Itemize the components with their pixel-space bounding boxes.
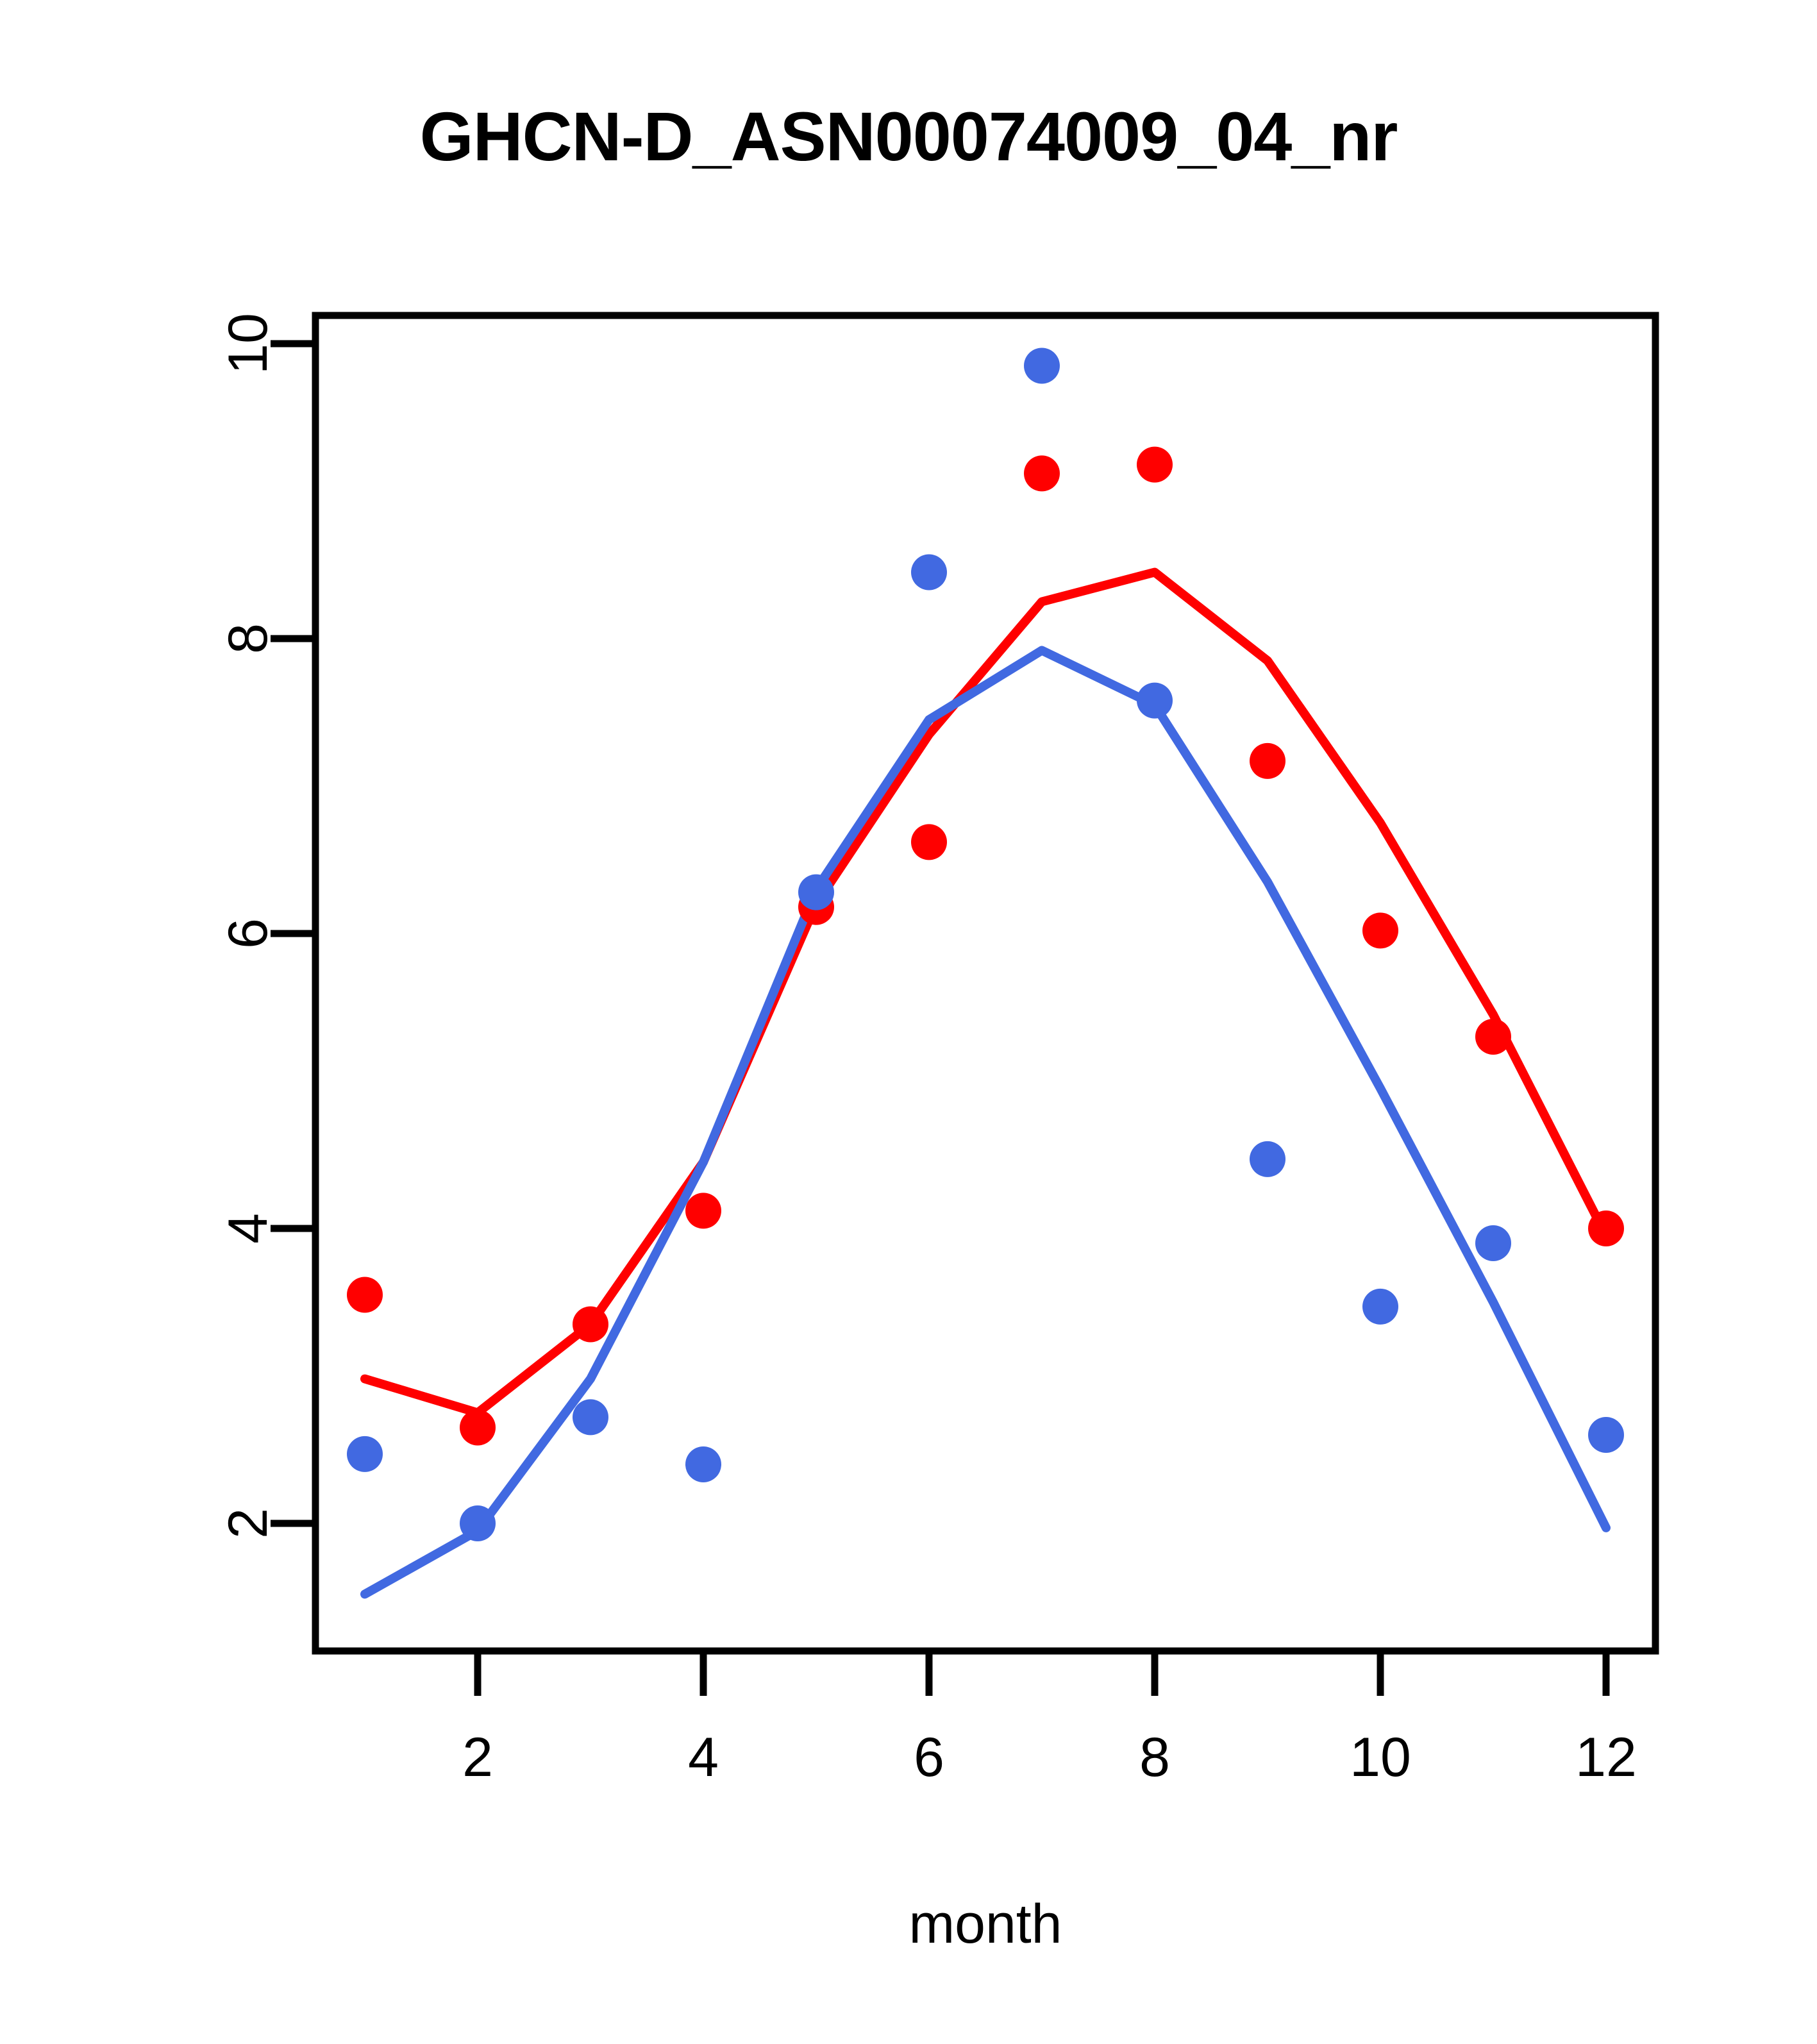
blue-points xyxy=(347,348,1624,1541)
y-tick-label: 8 xyxy=(217,623,279,654)
y-tick-label: 2 xyxy=(217,1508,279,1539)
data-point xyxy=(1362,912,1398,949)
x-tick-label: 12 xyxy=(1575,1727,1637,1788)
data-point xyxy=(1475,1225,1511,1261)
data-point xyxy=(1362,1288,1398,1325)
x-axis-tick-labels: 2 4 6 8 10 12 xyxy=(462,1727,1637,1788)
plot-frame xyxy=(312,312,1659,1655)
data-point xyxy=(685,1193,721,1229)
data-point xyxy=(798,874,834,910)
data-point xyxy=(911,824,947,860)
page-title: GHCN-D_ASN00074009_04_nr xyxy=(419,97,1398,175)
data-point xyxy=(573,1306,608,1343)
y-tick-label: 4 xyxy=(217,1213,279,1244)
y-axis-ticks xyxy=(271,340,315,1527)
red-line xyxy=(360,567,1611,1418)
data-point xyxy=(1024,348,1060,384)
data-point xyxy=(347,1277,383,1313)
data-point xyxy=(1588,1417,1624,1453)
data-point xyxy=(460,1409,496,1446)
x-tick-label: 10 xyxy=(1350,1727,1411,1788)
data-point xyxy=(1475,1019,1511,1055)
data-point xyxy=(573,1399,608,1436)
x-tick-label: 2 xyxy=(462,1727,493,1788)
data-point xyxy=(1250,742,1285,779)
line-series-layer xyxy=(360,567,1611,1599)
data-point xyxy=(1137,682,1173,719)
blue-line xyxy=(360,646,1611,1599)
data-point xyxy=(911,554,947,591)
data-point xyxy=(1024,455,1060,492)
x-tick-label: 4 xyxy=(688,1727,719,1788)
data-point xyxy=(1137,446,1173,483)
y-axis-tick-labels: 2 4 6 8 10 xyxy=(217,313,279,1539)
data-point xyxy=(685,1446,721,1482)
x-axis-title: month xyxy=(908,1893,1062,1955)
point-series-layer xyxy=(347,348,1624,1541)
x-tick-label: 6 xyxy=(914,1727,944,1788)
y-tick-label: 10 xyxy=(217,313,279,374)
data-point xyxy=(1588,1210,1624,1246)
y-tick-label: 6 xyxy=(217,918,279,949)
data-point xyxy=(460,1505,496,1541)
x-tick-label: 8 xyxy=(1139,1727,1170,1788)
red-points xyxy=(347,446,1624,1446)
x-axis-ticks xyxy=(474,1651,1610,1696)
data-point xyxy=(347,1436,383,1472)
data-point xyxy=(1250,1141,1285,1177)
